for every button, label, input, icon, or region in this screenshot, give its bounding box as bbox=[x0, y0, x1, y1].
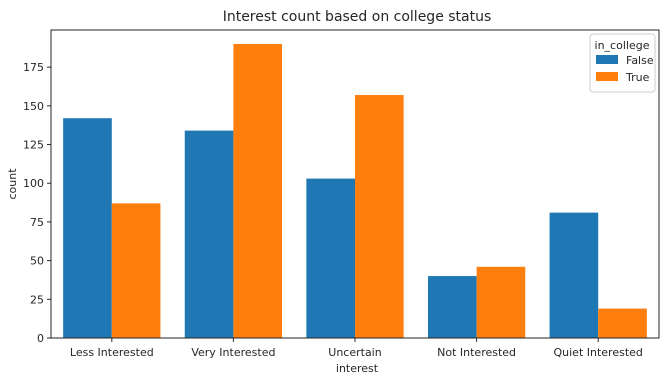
bar-false-less-interested bbox=[63, 118, 112, 338]
bar-false-uncertain bbox=[306, 178, 355, 338]
bar-true-quiet-interested bbox=[598, 308, 647, 338]
y-tick-label: 75 bbox=[30, 216, 44, 229]
x-tick-label: Uncertain bbox=[328, 346, 381, 359]
x-tick-label: Less Interested bbox=[70, 346, 154, 359]
chart-title: Interest count based on college status bbox=[223, 9, 492, 25]
legend: in_college False True bbox=[589, 33, 656, 93]
x-tick-label: Not Interested bbox=[437, 346, 516, 359]
legend-items: False True bbox=[596, 54, 654, 84]
legend-label-false: False bbox=[626, 54, 654, 67]
bar-false-quiet-interested bbox=[549, 212, 599, 338]
y-tick-label: 150 bbox=[23, 100, 44, 113]
x-tick-label: Very Interested bbox=[191, 346, 275, 359]
legend-swatch-true bbox=[596, 72, 618, 81]
legend-label-true: True bbox=[625, 71, 650, 84]
y-tick-label: 100 bbox=[23, 177, 44, 190]
y-tick-label: 0 bbox=[37, 332, 44, 345]
y-ticks: 0 25 50 75 100 125 150 175 bbox=[23, 61, 51, 345]
x-axis-label: interest bbox=[336, 362, 379, 375]
bar-true-uncertain bbox=[355, 95, 404, 338]
y-tick-label: 25 bbox=[30, 293, 44, 306]
bar-true-less-interested bbox=[111, 203, 161, 338]
x-tick-label: Quiet Interested bbox=[553, 346, 642, 359]
bar-true-very-interested bbox=[233, 43, 283, 339]
legend-swatch-false bbox=[596, 55, 618, 64]
y-tick-label: 125 bbox=[23, 139, 44, 152]
bar-true-not-interested bbox=[476, 266, 526, 338]
plot-frame bbox=[50, 29, 660, 339]
bars-layer bbox=[63, 43, 647, 339]
x-ticks: Less Interested Very Interested Uncertain N… bbox=[70, 338, 643, 359]
y-axis-label: count bbox=[6, 168, 19, 200]
y-tick-label: 175 bbox=[23, 61, 44, 74]
bar-false-very-interested bbox=[184, 130, 234, 338]
legend-title: in_college bbox=[595, 39, 650, 52]
y-tick-label: 50 bbox=[30, 255, 44, 268]
bar-false-not-interested bbox=[427, 276, 477, 338]
